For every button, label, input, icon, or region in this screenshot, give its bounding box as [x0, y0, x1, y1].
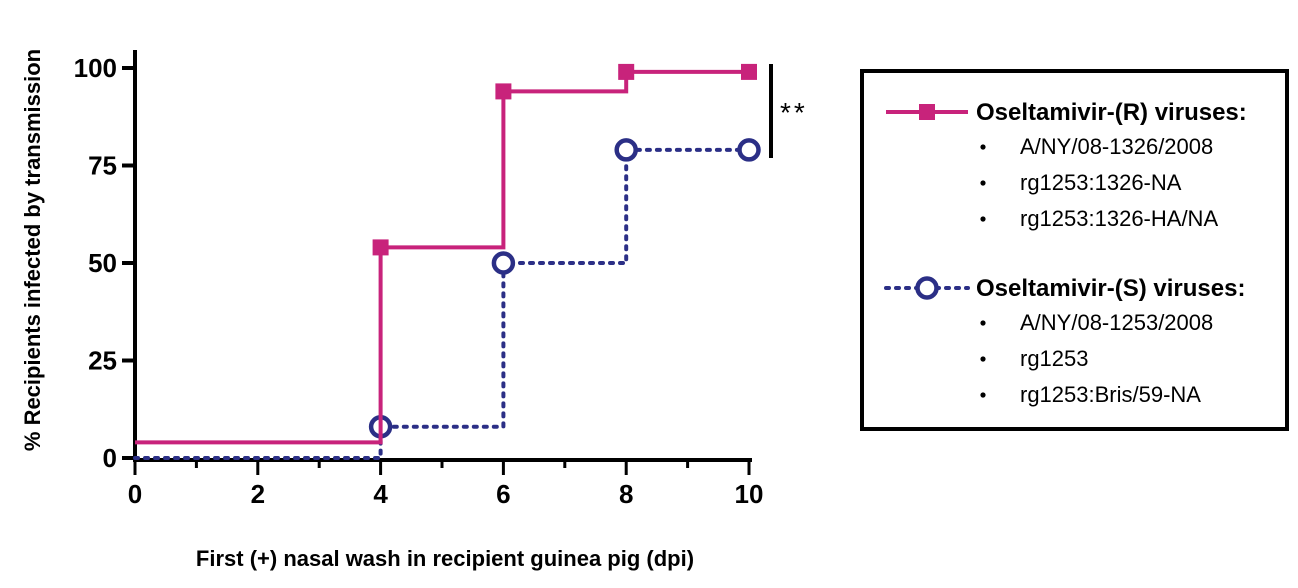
y-tick-label: 75	[88, 151, 117, 181]
data-point-marker	[614, 138, 638, 162]
y-tick-label: 100	[74, 53, 117, 83]
bullet-icon	[980, 320, 986, 326]
series-layer	[133, 63, 761, 460]
legend-marker-swatch	[919, 104, 935, 120]
bullet-icon	[980, 216, 986, 222]
legend-strain-item: rg1253:1326-NA	[1020, 170, 1182, 195]
significance-label: **	[780, 97, 808, 128]
x-tick-label: 6	[496, 479, 510, 509]
axes: 0 25 50 75 100 0 2 4 6 8 10	[74, 50, 764, 509]
series-step-line	[133, 147, 751, 460]
legend-strain-item: A/NY/08-1326/2008	[1020, 134, 1213, 159]
series-step-line	[135, 69, 749, 445]
legend-entry: Oseltamivir-(R) viruses: A/NY/08-1326/200…	[886, 99, 1247, 231]
x-tick-label: 8	[619, 479, 633, 509]
legend-marker-swatch	[915, 276, 939, 300]
data-point-marker	[372, 239, 389, 256]
data-point-marker	[495, 83, 512, 100]
x-axis-title: First (+) nasal wash in recipient guinea…	[196, 546, 694, 571]
legend-series-name: Oseltamivir-(S) viruses:	[976, 275, 1245, 302]
bullet-icon	[980, 180, 986, 186]
x-tick-label: 10	[735, 479, 764, 509]
y-tick-label: 50	[88, 248, 117, 278]
bullet-icon	[980, 392, 986, 398]
data-point-marker	[491, 251, 516, 275]
legend-series-name: Oseltamivir-(R) viruses:	[976, 99, 1247, 126]
legend-strain-item: rg1253:1326-HA/NA	[1020, 206, 1218, 231]
x-tick-label: 0	[128, 479, 142, 509]
significance-marker: **	[769, 64, 808, 158]
y-axis-title: % Recipients infected by transmission	[20, 49, 45, 451]
y-ticks: 0 25 50 75 100	[74, 53, 135, 473]
legend-entry: Oseltamivir-(S) viruses: A/NY/08-1253/200…	[884, 275, 1245, 407]
y-tick-label: 0	[103, 443, 117, 473]
legend: Oseltamivir-(R) viruses: A/NY/08-1326/200…	[860, 69, 1289, 431]
data-point-marker	[618, 63, 635, 80]
bullet-icon	[980, 356, 986, 362]
bullet-icon	[980, 144, 986, 150]
y-tick-label: 25	[88, 346, 117, 376]
legend-strain-item: A/NY/08-1253/2008	[1020, 310, 1213, 335]
data-point-marker	[737, 138, 761, 162]
x-tick-label: 2	[251, 479, 265, 509]
x-ticks: 0 2 4 6 8 10	[128, 460, 764, 509]
x-tick-label: 4	[373, 479, 388, 509]
data-point-marker	[741, 63, 757, 80]
series-oseltamivir-r	[135, 63, 757, 445]
legend-box	[860, 69, 1289, 431]
legend-strain-item: rg1253:Bris/59-NA	[1020, 382, 1201, 407]
series-oseltamivir-s	[133, 138, 761, 460]
legend-strain-item: rg1253	[1020, 346, 1089, 371]
